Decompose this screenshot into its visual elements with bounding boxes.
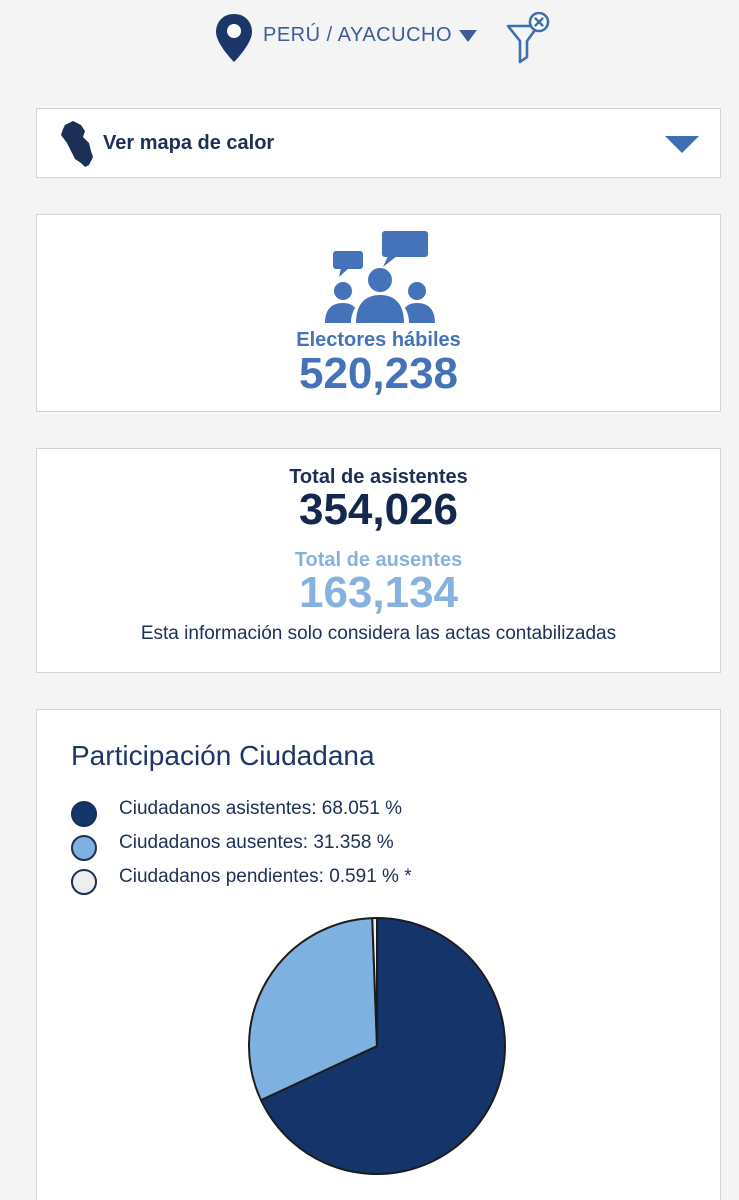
- asistentes-value: 354,026: [298, 485, 459, 534]
- location-bar: PERÚ / AYACUCHO: [0, 0, 739, 80]
- filter-clear-icon[interactable]: [504, 12, 554, 64]
- heatmap-label: Ver mapa de calor: [103, 132, 275, 154]
- actas-note: Esta información solo considera las acta…: [140, 623, 617, 644]
- electores-card: Electores hábiles 520,238: [36, 214, 721, 412]
- location-selector[interactable]: PERÚ / AYACUCHO: [263, 24, 453, 46]
- map-pin-icon[interactable]: [214, 12, 254, 64]
- electores-label: Electores hábiles: [296, 329, 461, 351]
- peru-map-icon: [61, 121, 93, 167]
- electores-value: 520,238: [298, 349, 459, 398]
- pie-slice-asistentes: [260, 917, 506, 1175]
- chart-title: Participación Ciudadana: [71, 740, 375, 771]
- caret-down-icon[interactable]: [458, 28, 478, 44]
- ausentes-label: Total de ausentes: [294, 549, 463, 571]
- people-chat-icon: [325, 231, 435, 323]
- participacion-card: Participación Ciudadana Ciudadanos asist…: [36, 709, 721, 1200]
- legend-dot-pendientes: [71, 869, 97, 895]
- asistentes-label: Total de asistentes: [289, 466, 468, 488]
- heatmap-toggle[interactable]: Ver mapa de calor: [36, 108, 721, 178]
- asistencia-card: Total de asistentes 354,026 Total de aus…: [36, 448, 721, 673]
- legend-label-pendientes: Ciudadanos pendientes: 0.591 % *: [119, 866, 412, 887]
- participacion-pie-chart: [248, 917, 506, 1175]
- legend-dot-asistentes: [71, 801, 97, 827]
- legend-label-ausentes: Ciudadanos ausentes: 31.358 %: [119, 832, 394, 853]
- caret-down-icon[interactable]: [664, 133, 700, 155]
- ausentes-value: 163,134: [298, 568, 459, 617]
- pie-slice-pendientes: [371, 917, 378, 1047]
- legend-label-asistentes: Ciudadanos asistentes: 68.051 %: [119, 798, 403, 819]
- legend-dot-ausentes: [71, 835, 97, 861]
- pie-slice-ausentes: [248, 917, 378, 1102]
